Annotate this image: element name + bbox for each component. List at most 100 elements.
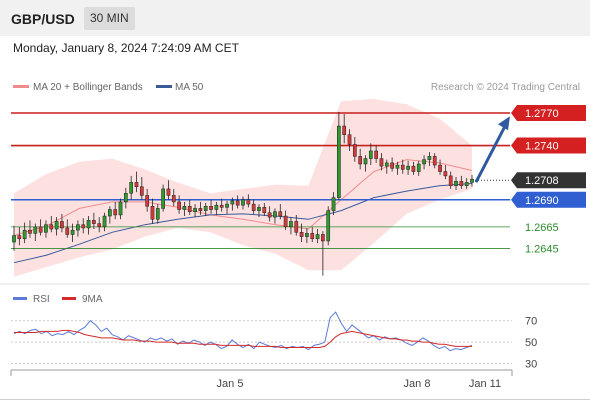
- candle-body-up: [454, 181, 458, 186]
- candle: [273, 208, 277, 224]
- candle-body-down: [358, 156, 363, 165]
- timeframe-badge[interactable]: 30 MIN: [84, 7, 135, 30]
- candle-body-down: [294, 221, 299, 233]
- candle: [283, 210, 288, 231]
- x-tick-label: Jan 8: [404, 378, 431, 390]
- legend-swatch-rsi: [13, 297, 27, 300]
- projection-arrow-shaft: [474, 123, 508, 183]
- candle-body-down: [299, 232, 304, 237]
- candle: [134, 171, 139, 193]
- level-label-support: 1.2645: [525, 244, 559, 256]
- candle: [326, 206, 331, 246]
- ma50-line: [13, 183, 473, 264]
- candle-body-up: [86, 220, 91, 229]
- candle: [321, 231, 325, 276]
- candle-body-up: [470, 178, 474, 183]
- candle: [241, 196, 245, 210]
- projection-arrow-head: [498, 116, 510, 131]
- candle: [342, 114, 347, 144]
- candle-body-up: [230, 200, 235, 205]
- candle: [22, 222, 27, 244]
- candle: [416, 160, 421, 176]
- candle: [214, 201, 219, 215]
- candle-body-up: [12, 235, 16, 243]
- candle: [92, 212, 96, 230]
- candle-body-up: [384, 162, 389, 167]
- candle: [432, 153, 437, 169]
- ma20-line: [13, 159, 473, 236]
- rsi-tick-label: 30: [525, 359, 537, 371]
- candle-body-down: [283, 215, 288, 228]
- candle-body-down: [459, 181, 464, 186]
- candle: [12, 225, 16, 251]
- candle: [38, 219, 43, 236]
- candle: [427, 152, 432, 167]
- candle-body-up: [203, 206, 208, 211]
- candle-body-down: [438, 164, 442, 172]
- level-label-resistance: 1.2770: [525, 108, 559, 120]
- candle: [289, 217, 293, 235]
- level-label-support: 1.2665: [525, 222, 559, 234]
- candle: [358, 148, 363, 170]
- candle-body-down: [113, 209, 118, 216]
- candle-body-down: [347, 134, 352, 145]
- header-bar: GBP/USD 30 MIN: [0, 0, 590, 36]
- candle: [70, 223, 75, 243]
- candle-body-up: [123, 193, 128, 203]
- candle: [33, 223, 38, 241]
- candle-body-up: [422, 159, 426, 165]
- candle: [395, 161, 400, 175]
- candle: [139, 176, 144, 200]
- candle: [182, 201, 187, 217]
- candle: [219, 198, 224, 212]
- candle-body-up: [406, 165, 410, 170]
- candle-body-down: [432, 156, 437, 166]
- candle: [315, 229, 320, 244]
- candle: [411, 161, 416, 175]
- candle: [203, 203, 208, 217]
- candle-body-up: [33, 226, 38, 234]
- candle: [86, 216, 91, 235]
- candle: [299, 223, 304, 243]
- candle: [129, 175, 134, 200]
- candle: [331, 192, 336, 215]
- candle-body-up: [337, 125, 341, 198]
- candle: [368, 143, 373, 166]
- candle: [422, 155, 426, 170]
- candle-body-down: [209, 206, 213, 210]
- current-price-label: 1.2708: [525, 175, 559, 187]
- candle-body-up: [273, 211, 277, 218]
- credit-text: Research © 2024 Trading Central: [431, 82, 580, 93]
- bollinger-band: [14, 98, 472, 277]
- candle: [113, 201, 118, 220]
- candle: [150, 198, 155, 224]
- legend-swatch-ma20: [13, 85, 29, 88]
- candle-body-up: [155, 208, 160, 220]
- legend-swatch-9ma: [62, 297, 76, 300]
- candle: [374, 145, 378, 163]
- candle-body-down: [145, 195, 149, 207]
- candle: [454, 176, 458, 190]
- candle-body-up: [331, 197, 336, 211]
- candle: [448, 171, 453, 189]
- candle: [118, 198, 123, 220]
- candle: [17, 226, 22, 246]
- candle-body-up: [70, 229, 75, 235]
- candle: [198, 201, 203, 215]
- candle-body-up: [44, 224, 48, 233]
- candle: [54, 217, 59, 236]
- candle-body-up: [395, 164, 400, 169]
- candle-body-down: [251, 203, 256, 211]
- candle-body-down: [198, 208, 203, 211]
- candle-body-up: [363, 158, 368, 165]
- candle-body-up: [305, 233, 309, 237]
- candle-body-down: [278, 211, 283, 217]
- candle: [384, 159, 389, 174]
- legend-label-9ma: 9MA: [82, 294, 103, 305]
- candle-body-up: [464, 182, 469, 186]
- candle-body-down: [400, 164, 405, 170]
- candle: [443, 165, 448, 180]
- candle-body-up: [289, 221, 293, 228]
- candle-body-down: [411, 165, 416, 172]
- candle: [166, 180, 171, 200]
